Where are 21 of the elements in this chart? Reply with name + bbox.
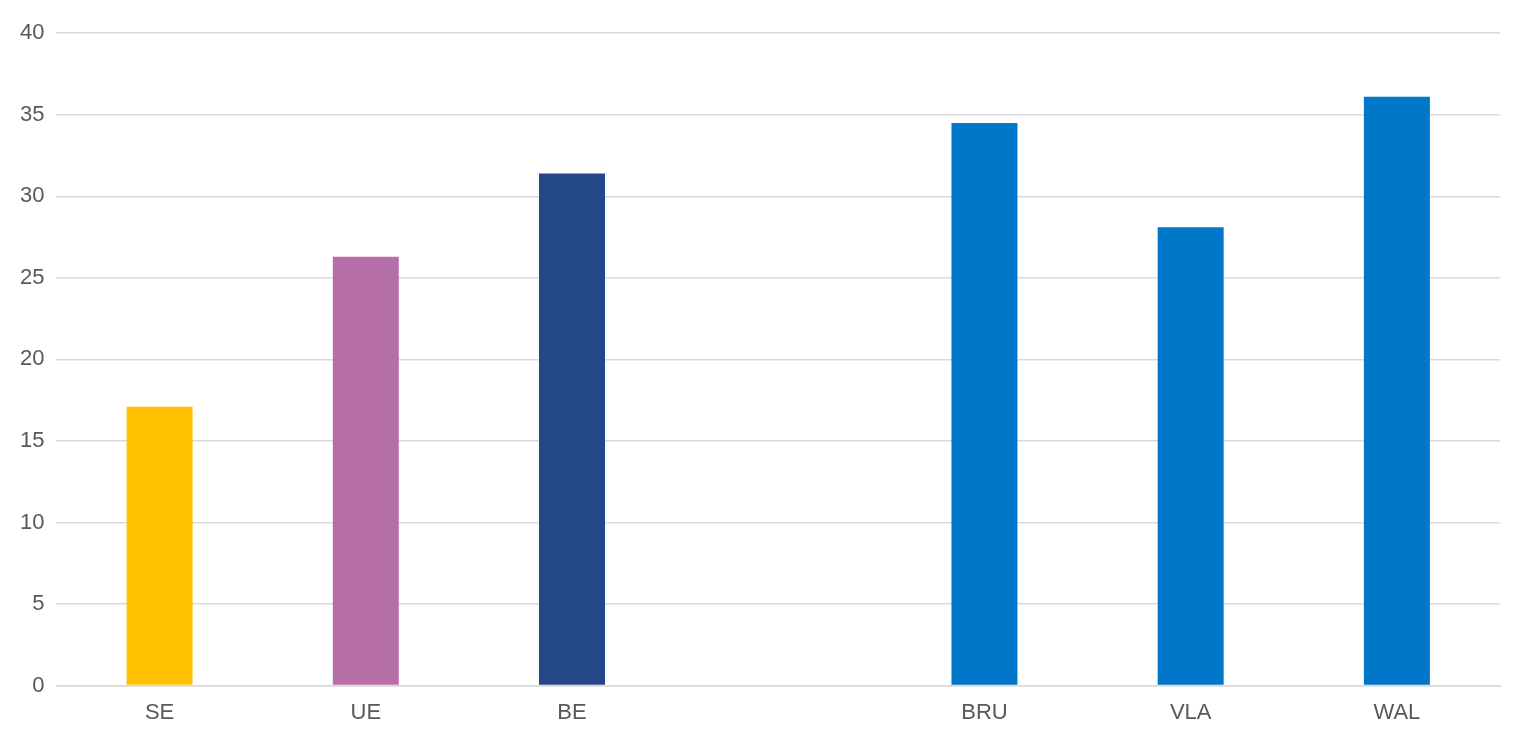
y-tick-label: 30: [19, 182, 45, 208]
x-tick-label: VLA: [1169, 698, 1212, 724]
bar: [126, 406, 193, 685]
y-tick-label: 0: [32, 671, 45, 697]
y-tick-label: 20: [19, 345, 45, 371]
y-tick-label: 35: [19, 100, 45, 126]
x-tick-label: BRU: [961, 698, 1008, 724]
bar: [332, 256, 399, 685]
y-tick-label: 10: [19, 508, 45, 534]
y-tick-label: 5: [32, 590, 45, 616]
x-tick-label: BE: [557, 698, 587, 724]
bar: [951, 122, 1018, 685]
y-tick-label: 25: [19, 263, 45, 289]
x-tick-label: SE: [144, 698, 175, 724]
y-tick-label: 15: [19, 427, 45, 453]
bar: [1157, 227, 1224, 685]
x-tick-label: WAL: [1373, 698, 1421, 724]
y-tick-label: 40: [19, 19, 45, 45]
bar: [1363, 96, 1430, 685]
bar: [539, 173, 606, 685]
x-tick-label: UE: [350, 698, 382, 724]
